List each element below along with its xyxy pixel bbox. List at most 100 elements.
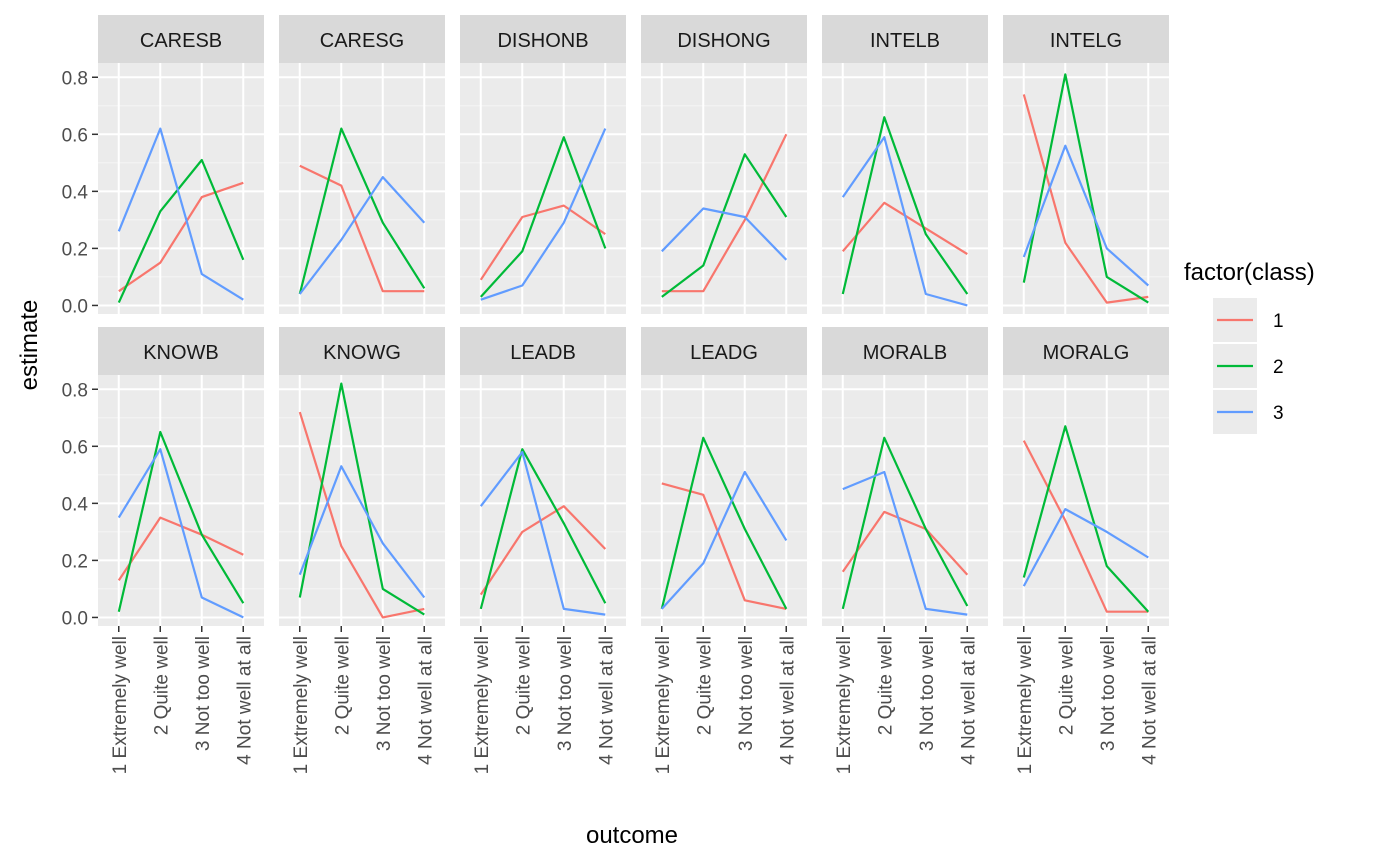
panel-background [98,375,264,626]
series-line-class-1 [841,510,969,576]
x-tick-label: 1 Extremely well [1015,636,1036,774]
series-line-class-1 [118,181,244,293]
series-line-class-3 [841,136,968,307]
x-tick-label: 4 Not well at all [958,636,979,765]
series-line-class-3 [117,448,244,619]
legend-title: factor(class) [1184,259,1315,286]
series-line-class-2 [298,382,425,616]
facet-panel-caresb: CARESB 0.0 0.2 0.4 0.6 0.8 [62,15,264,317]
x-tick-label: 4 Not well at all [1139,636,1160,765]
x-tick-label: 2 Quite well [1056,636,1077,735]
y-tick-label: 0.8 [62,380,88,401]
facet-strip [98,15,264,63]
facet-strip-label: INTELB [870,30,940,52]
series-line-class-2 [117,158,245,304]
panel-background [98,63,264,314]
series-line-class-1 [298,411,425,619]
facet-strip [279,15,445,63]
x-tick-label: 4 Not well at all [234,636,255,765]
panel-background [279,375,445,626]
series-line-class-2 [479,136,607,298]
x-tick-label: 3 Not too well [736,636,757,751]
x-tick-label: 3 Not too well [1098,636,1119,751]
series-line-class-3 [479,450,606,616]
series-line-class-3 [117,127,244,301]
x-tick-label: 4 Not well at all [777,636,798,765]
series-line-class-3 [480,128,607,301]
y-tick-label: 0.8 [62,68,88,89]
facet-panel-knowg: KNOWG 1 Extremely well 2 Quite well 3 Not t… [279,327,445,774]
x-tick-label: 2 Quite well [332,636,353,735]
x-tick-label: 3 Not too well [555,636,576,751]
facet-panel-moralg: MORALG 1 Extremely well 2 Quite well 3 Not … [1003,327,1169,774]
facet-strip [1003,327,1169,375]
y-axis-title: estimate [16,300,43,391]
facet-panel-leadb: LEADB 1 Extremely well 2 Quite well 3 Not t… [460,327,626,774]
panel-background [1003,63,1169,314]
x-tick-label: 4 Not well at all [596,636,617,765]
facet-panel-moralb: MORALB 1 Extremely well 2 Quite well 3 Not … [822,327,988,774]
series-line-class-2 [841,436,969,610]
facet-strip-label: LEADG [690,342,758,364]
facet-panel-leadg: LEADG 1 Extremely well 2 Quite well 3 Not t… [641,327,807,774]
panel-background [279,63,445,314]
facet-strip [460,15,626,63]
facet-panel-caresg: CARESG [279,15,445,314]
facet-strip-label: MORALG [1043,342,1130,364]
series-line-class-2 [117,430,245,612]
y-tick-label: 0.0 [62,296,88,317]
series-line-class-2 [1022,425,1150,613]
x-tick-label: 4 Not well at all [415,636,436,765]
series-line-class-2 [298,127,426,295]
series-line-class-3 [298,465,426,599]
facet-strip-label: KNOWB [143,342,219,364]
panel-background [641,63,807,314]
facet-strip-label: CARESB [140,30,222,52]
series-line-class-3 [661,207,788,261]
facet-panel-intelb: INTELB [822,15,988,314]
y-tick-label: 0.4 [62,494,89,515]
series-line-class-2 [660,436,788,610]
series-line-class-1 [1022,440,1149,613]
facet-strip [641,327,807,375]
legend: factor(class) 1 2 3 [1184,259,1315,434]
y-tick-label: 0.6 [62,437,88,458]
facet-strip [98,327,264,375]
x-tick-label: 1 Extremely well [834,636,855,774]
series-line-class-1 [299,164,425,293]
series-line-class-1 [479,204,606,281]
series-line-class-1 [479,505,607,596]
facet-panel-intelg: INTELG [1003,15,1169,314]
y-tick-label: 0.6 [62,125,88,146]
facet-panel-dishonb: DISHONB [460,15,626,314]
panels-layer: CARESB 0.0 0.2 0.4 0.6 0.8 CARESG DISHONB DISHON… [62,15,1169,774]
x-tick-label: 1 Extremely well [472,636,493,774]
facet-strip-label: DISHONG [677,30,770,52]
facet-strip [460,327,626,375]
series-line-class-2 [841,116,969,295]
x-tick-label: 1 Extremely well [653,636,674,774]
x-tick-label: 3 Not too well [917,636,938,751]
x-tick-label: 2 Quite well [513,636,534,735]
facet-strip [822,327,988,375]
legend-label: 1 [1273,311,1284,332]
series-line-class-3 [842,470,968,616]
x-tick-label: 2 Quite well [151,636,172,735]
series-line-class-2 [1022,73,1149,304]
y-tick-label: 0.0 [62,608,88,629]
panel-background [1003,375,1169,626]
panel-background [460,63,626,314]
x-tick-label: 2 Quite well [694,636,715,735]
series-line-class-3 [1022,144,1150,287]
series-line-class-1 [661,482,787,610]
y-tick-label: 0.2 [62,239,88,260]
facet-strip [1003,15,1169,63]
facet-strip-label: MORALB [863,342,947,364]
facet-panel-dishong: DISHONG [641,15,807,314]
y-tick-label: 0.4 [62,182,89,203]
series-line-class-1 [661,133,788,293]
facet-strip-label: KNOWG [323,342,401,364]
x-tick-label: 3 Not too well [374,636,395,751]
x-tick-label: 1 Extremely well [291,636,312,774]
